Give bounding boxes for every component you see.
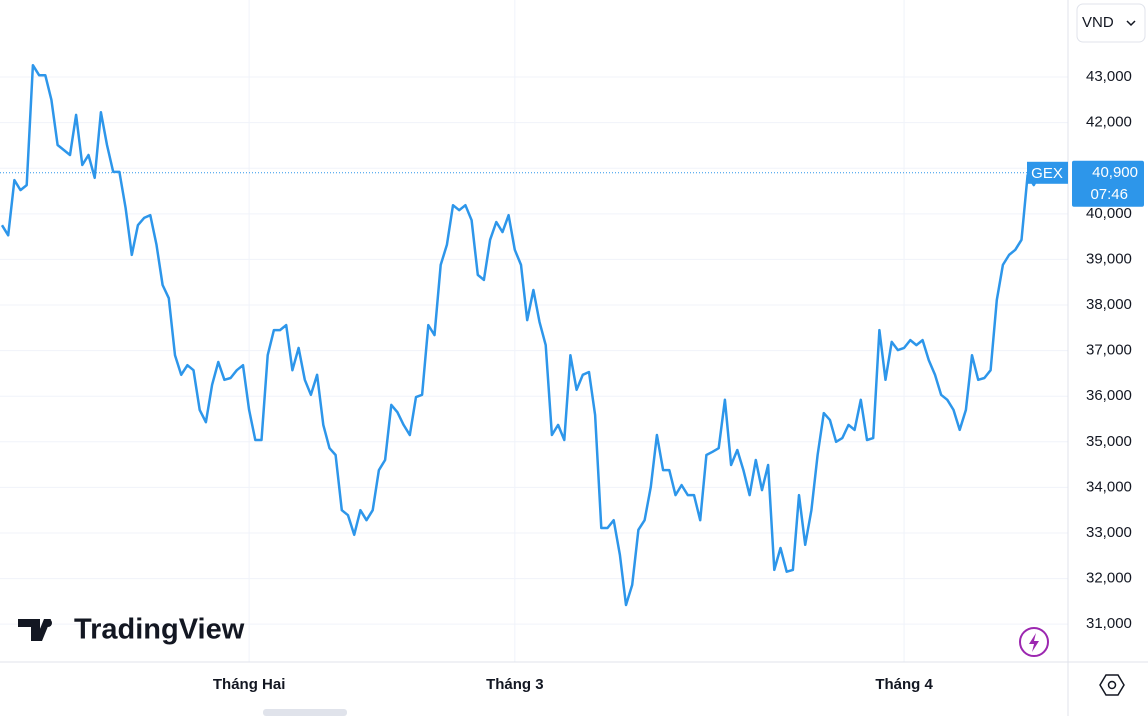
scrollbar[interactable]	[263, 709, 347, 716]
currency-box[interactable]	[1076, 3, 1146, 43]
logo-text[interactable]: TradingView	[74, 614, 245, 646]
symbol-label: GEX	[1031, 165, 1063, 182]
currency-button[interactable]: VND	[1076, 3, 1146, 43]
settings-button[interactable]	[1099, 674, 1125, 696]
y-tick-label: 33,000	[1086, 524, 1132, 541]
y-tick-label: 42,000	[1086, 114, 1132, 131]
lightning-button[interactable]	[1019, 627, 1049, 657]
tradingview-logo[interactable]: TradingView	[18, 614, 245, 646]
price-badge	[1072, 160, 1144, 207]
y-tick-label: 43,000	[1086, 68, 1132, 85]
currency-label[interactable]: VND	[1082, 14, 1114, 31]
y-tick-label: 31,000	[1086, 615, 1132, 632]
x-tick-label: Tháng 3	[486, 676, 544, 693]
y-tick-label: 36,000	[1086, 387, 1132, 404]
y-tick-label: 32,000	[1086, 570, 1132, 587]
y-tick-label: 35,000	[1086, 433, 1132, 450]
grid	[0, 0, 1068, 662]
price-line	[0, 63, 1042, 607]
price-label: 40,900	[1092, 164, 1138, 181]
x-tick-label: Tháng 4	[875, 676, 933, 693]
y-tick-label: 34,000	[1086, 478, 1132, 495]
y-tick-label: 37,000	[1086, 342, 1132, 359]
settings-dot	[1107, 680, 1117, 690]
time-label: 07:46	[1090, 186, 1128, 203]
lightning-icon	[1029, 633, 1039, 652]
symbol-badge	[1027, 161, 1068, 184]
y-tick-label: 40,000	[1086, 205, 1132, 222]
logo-mark	[18, 619, 51, 641]
y-tick-label: 39,000	[1086, 250, 1132, 267]
logo-dot	[44, 619, 52, 627]
chevron	[1126, 20, 1136, 27]
x-tick-label: Tháng Hai	[213, 676, 286, 693]
y-tick-label: 38,000	[1086, 296, 1132, 313]
settings-hex[interactable]	[1099, 674, 1125, 696]
